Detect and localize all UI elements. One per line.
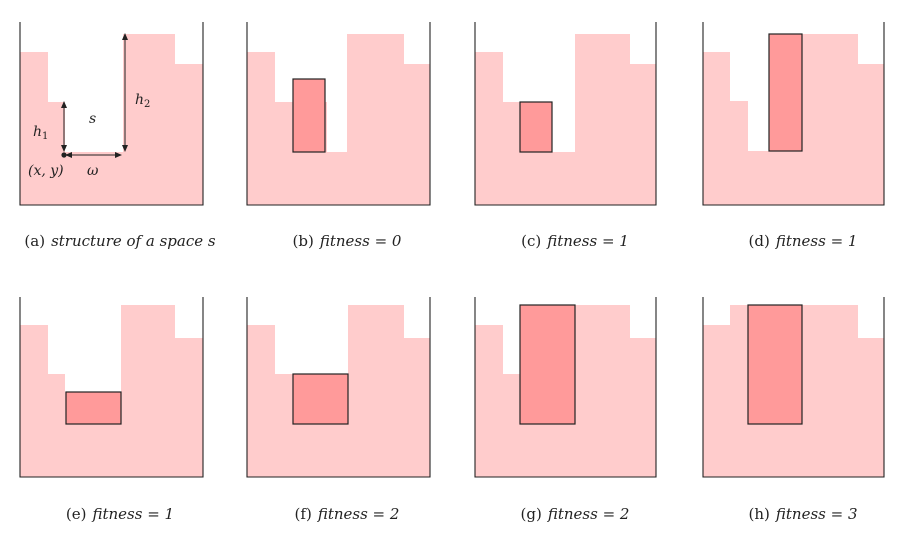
placed-piece [519, 304, 576, 425]
space-diagram [702, 297, 885, 478]
space-s-label: s [89, 111, 96, 127]
placed-piece [768, 33, 803, 152]
h1-arrow [61, 101, 67, 152]
origin-point [61, 152, 67, 158]
placed-piece [519, 101, 553, 153]
panel-b: (b) fitness = 0 [246, 22, 447, 262]
panel-f: (f) fitness = 2 [246, 297, 447, 537]
skyline-stack [20, 34, 203, 205]
space-diagram [474, 297, 657, 478]
h2-arrow [122, 33, 128, 152]
panel-g: (g) fitness = 2 [474, 297, 675, 537]
panel-a: h1 h2 s ω (x, y) (a) structure of a space… [19, 22, 220, 262]
container-walls [19, 22, 204, 206]
space-diagram [702, 22, 885, 206]
space-diagram: h1 h2 s ω (x, y) [19, 22, 204, 206]
space-diagram [246, 297, 431, 478]
caption-h: (h) fitness = 3 [748, 505, 858, 523]
space-diagram [246, 22, 431, 206]
space-diagram [474, 22, 657, 206]
h1-label: h1 [33, 124, 48, 142]
caption-b: (b) fitness = 0 [292, 232, 402, 250]
caption-f: (f) fitness = 2 [294, 505, 400, 523]
omega-arrow [65, 152, 122, 158]
space-diagram [19, 297, 204, 478]
panel-h: (h) fitness = 3 [702, 297, 903, 537]
placed-piece [65, 391, 122, 425]
xy-label: (x, y) [28, 163, 64, 179]
caption-g: (g) fitness = 2 [520, 505, 630, 523]
placed-piece [292, 373, 349, 425]
panel-e: (e) fitness = 1 [19, 297, 220, 537]
caption-e: (e) fitness = 1 [65, 505, 175, 523]
caption-d: (d) fitness = 1 [748, 232, 858, 250]
caption-c: (c) fitness = 1 [521, 232, 629, 250]
placed-piece [747, 304, 803, 425]
panel-c: (c) fitness = 1 [474, 22, 675, 262]
placed-piece [292, 78, 326, 153]
panel-d: (d) fitness = 1 [702, 22, 903, 262]
caption-a: (a) structure of a space s [24, 232, 216, 250]
h2-label: h2 [135, 92, 150, 110]
omega-label: ω [87, 163, 99, 179]
